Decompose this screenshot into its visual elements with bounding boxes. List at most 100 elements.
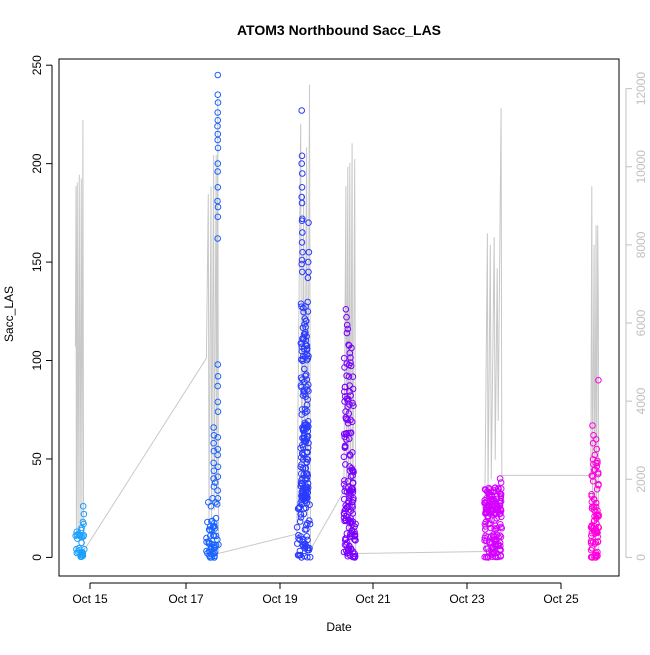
data-point	[344, 545, 352, 552]
data-point	[494, 485, 502, 492]
data-point	[298, 152, 306, 160]
data-point	[349, 449, 356, 456]
data-point	[212, 499, 219, 506]
data-point	[593, 520, 600, 528]
data-point	[214, 451, 221, 459]
data-point	[497, 546, 504, 554]
data-point	[207, 545, 214, 553]
data-point	[79, 518, 87, 526]
data-point	[342, 484, 349, 491]
data-point	[483, 537, 490, 545]
data-point	[303, 533, 311, 540]
y-right-tick-label: 0	[634, 554, 648, 561]
data-point	[299, 248, 306, 256]
data-point	[342, 306, 350, 313]
data-point	[594, 512, 601, 519]
data-point	[298, 256, 306, 264]
data-point	[77, 553, 85, 561]
data-point	[298, 383, 305, 391]
data-point	[303, 470, 310, 478]
x-axis-label: Date	[326, 620, 352, 634]
data-point	[345, 373, 353, 380]
data-point	[496, 539, 504, 547]
data-point	[206, 547, 213, 555]
data-point	[588, 472, 596, 480]
data-point	[299, 170, 306, 177]
data-point	[497, 542, 504, 550]
data-point	[592, 549, 600, 557]
data-point	[79, 502, 87, 510]
data-point	[210, 483, 218, 490]
data-point	[491, 550, 498, 558]
data-point	[306, 517, 313, 524]
data-point	[300, 438, 308, 445]
data-point	[299, 324, 307, 332]
data-point	[304, 308, 312, 315]
data-point	[594, 538, 602, 545]
data-point	[214, 473, 222, 481]
data-point	[298, 107, 306, 114]
data-point	[588, 492, 596, 500]
y-left-tick-label: 50	[30, 452, 44, 466]
data-point	[484, 502, 491, 510]
data-point	[349, 488, 357, 496]
data-point	[486, 486, 493, 493]
data-point	[591, 451, 599, 459]
data-point	[485, 554, 492, 561]
data-point	[346, 467, 354, 475]
data-point	[298, 260, 306, 268]
data-point	[300, 304, 307, 312]
data-point	[297, 339, 305, 347]
data-point	[214, 235, 221, 242]
data-point	[214, 71, 222, 79]
data-point	[214, 99, 222, 106]
data-point	[303, 383, 310, 391]
data-point	[595, 376, 602, 384]
data-point	[346, 463, 353, 470]
data-point	[491, 525, 498, 532]
data-point	[349, 498, 356, 506]
data-point	[588, 523, 595, 530]
data-point	[492, 484, 499, 492]
data-point	[296, 547, 304, 555]
data-point	[347, 354, 354, 361]
data-point	[482, 486, 490, 494]
data-point	[303, 483, 311, 491]
data-point	[304, 444, 312, 452]
data-point	[214, 434, 222, 441]
data-point	[340, 453, 348, 461]
data-point	[346, 382, 354, 389]
data-point	[211, 552, 218, 560]
data-point	[298, 184, 306, 191]
data-point	[299, 392, 307, 399]
y-right-tick-label: 2000	[634, 466, 648, 493]
data-point	[214, 213, 222, 221]
data-point	[303, 522, 310, 529]
data-point	[483, 495, 490, 502]
data-point	[210, 532, 218, 540]
axes-layer: 0 50 100 150 200 250 0 2000 4000 6000 8000 10000 120…	[30, 55, 648, 606]
y-axis-label: Sacc_LAS	[2, 286, 16, 342]
data-point	[298, 239, 306, 246]
data-point	[302, 317, 310, 325]
data-point	[588, 505, 596, 512]
data-point	[299, 352, 307, 360]
data-point	[298, 217, 306, 224]
data-point	[304, 449, 312, 456]
data-point	[483, 545, 490, 553]
data-point	[347, 517, 355, 525]
data-point	[349, 485, 356, 492]
data-point	[342, 502, 350, 509]
data-point	[589, 473, 597, 480]
data-point	[304, 546, 312, 554]
data-point	[80, 510, 88, 518]
data-point	[73, 528, 80, 536]
x-tick-label: Oct 17	[168, 592, 204, 606]
data-point	[486, 538, 494, 546]
data-point	[214, 373, 222, 380]
data-point	[343, 360, 351, 367]
data-point	[493, 495, 501, 503]
data-point	[591, 513, 598, 520]
data-point	[302, 371, 310, 378]
secondary-series-line	[74, 84, 600, 555]
